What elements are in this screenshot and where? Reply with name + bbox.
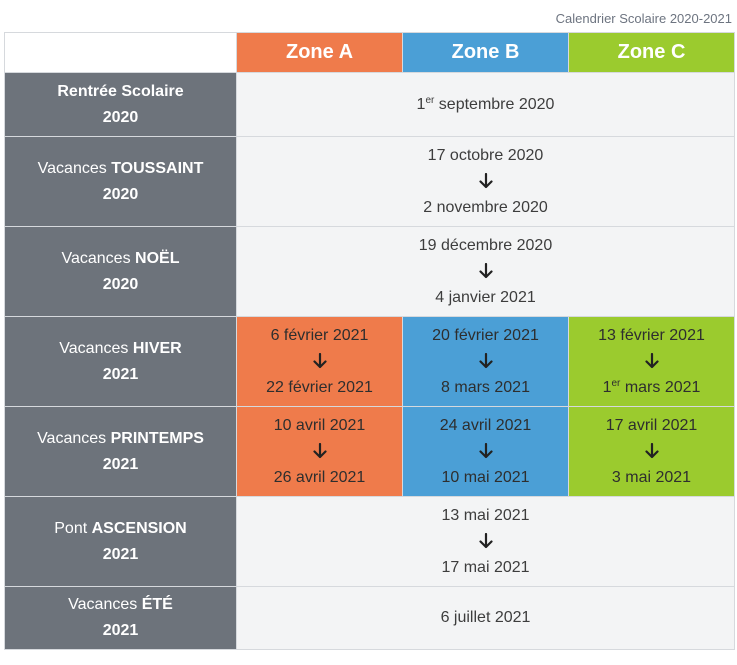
arrow-down-icon: [237, 259, 734, 285]
row-label-printemps: Vacances PRINTEMPS 2021: [4, 406, 237, 497]
row-label-rentree: Rentrée Scolaire 2020: [4, 72, 237, 137]
row-label-hiver: Vacances HIVER 2021: [4, 316, 237, 407]
rentree-date: 1er septembre 2020: [236, 72, 735, 137]
zone-a-header: Zone A: [236, 32, 403, 73]
arrow-down-icon: [569, 349, 734, 375]
zone-c-header: Zone C: [568, 32, 735, 73]
arrow-down-icon: [237, 439, 402, 465]
hiver-zone-c: 13 février 2021 1er mars 2021: [568, 316, 735, 407]
arrow-down-icon: [569, 439, 734, 465]
hiver-zone-a: 6 février 2021 22 février 2021: [236, 316, 403, 407]
printemps-zone-a: 10 avril 2021 26 avril 2021: [236, 406, 403, 497]
table-row: Pont ASCENSION 2021 13 mai 2021 17 mai 2…: [4, 496, 735, 587]
toussaint-dates: 17 octobre 2020 2 novembre 2020: [236, 136, 735, 227]
table-row: Vacances PRINTEMPS 2021 10 avril 2021 26…: [4, 406, 735, 497]
row-label-ete: Vacances ÉTÉ 2021: [4, 586, 237, 650]
table-row: Vacances TOUSSAINT 2020 17 octobre 2020 …: [4, 136, 735, 227]
printemps-zone-b: 24 avril 2021 10 mai 2021: [402, 406, 569, 497]
table-row: Rentrée Scolaire 2020 1er septembre 2020: [4, 72, 735, 137]
zone-b-header: Zone B: [402, 32, 569, 73]
arrow-down-icon: [403, 439, 568, 465]
hiver-zone-b: 20 février 2021 8 mars 2021: [402, 316, 569, 407]
table-row: Vacances NOËL 2020 19 décembre 2020 4 ja…: [4, 226, 735, 317]
row-label-noel: Vacances NOËL 2020: [4, 226, 237, 317]
arrow-down-icon: [237, 529, 734, 555]
arrow-down-icon: [237, 349, 402, 375]
ete-date: 6 juillet 2021: [236, 586, 735, 650]
printemps-zone-c: 17 avril 2021 3 mai 2021: [568, 406, 735, 497]
table-row: Vacances HIVER 2021 6 février 2021 22 fé…: [4, 316, 735, 407]
school-calendar-table: Zone A Zone B Zone C Rentrée Scolaire 20…: [4, 32, 735, 650]
row-label-ascension: Pont ASCENSION 2021: [4, 496, 237, 587]
header-corner: [4, 32, 237, 73]
row-label-toussaint: Vacances TOUSSAINT 2020: [4, 136, 237, 227]
arrow-down-icon: [403, 349, 568, 375]
table-row: Vacances ÉTÉ 2021 6 juillet 2021: [4, 586, 735, 650]
header-row: Zone A Zone B Zone C: [4, 32, 735, 73]
noel-dates: 19 décembre 2020 4 janvier 2021: [236, 226, 735, 317]
table-caption: Calendrier Scolaire 2020-2021: [555, 11, 732, 26]
arrow-down-icon: [237, 169, 734, 195]
ascension-dates: 13 mai 2021 17 mai 2021: [236, 496, 735, 587]
